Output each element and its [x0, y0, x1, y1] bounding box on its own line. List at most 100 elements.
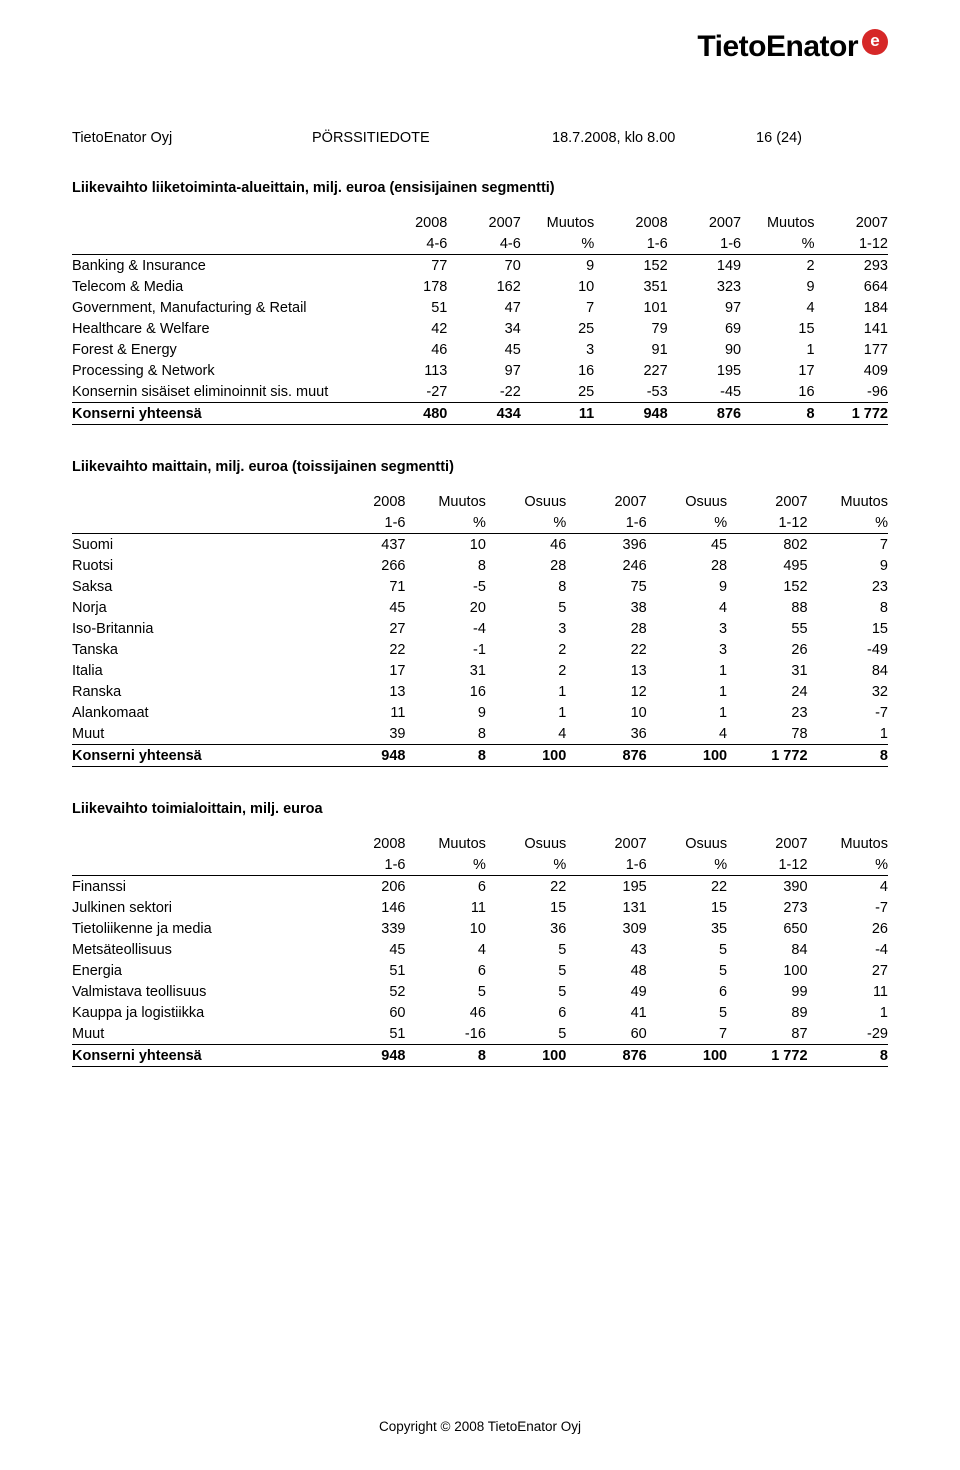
cell: 45: [325, 597, 405, 618]
table-row: Iso-Britannia27-432835515: [72, 618, 888, 639]
cell: Italia: [72, 660, 325, 681]
cell: %: [647, 512, 727, 534]
table1-title: Liikevaihto liiketoiminta-alueittain, mi…: [72, 180, 888, 196]
cell: 206: [325, 876, 405, 898]
table-row: Government, Manufacturing & Retail514771…: [72, 297, 888, 318]
cell: 7: [521, 297, 594, 318]
cell: 4: [405, 939, 485, 960]
cell: 246: [566, 555, 646, 576]
cell: Konsernin sisäiset eliminoinnit sis. muu…: [72, 381, 374, 403]
cell: 1: [808, 1002, 888, 1023]
cell: 195: [668, 360, 741, 381]
table-row: Ranska131611212432: [72, 681, 888, 702]
table-row: Julkinen sektori146111513115273-7: [72, 897, 888, 918]
cell: 10: [405, 918, 485, 939]
cell: Osuus: [486, 833, 566, 854]
cell: -49: [808, 639, 888, 660]
table3-total: Konserni yhteensä94881008761001 7728: [72, 1045, 888, 1067]
cell: Konserni yhteensä: [72, 745, 325, 767]
cell: 8: [808, 597, 888, 618]
cell: Tanska: [72, 639, 325, 660]
cell: 1-6: [325, 854, 405, 876]
table-row: Muut3984364781: [72, 723, 888, 745]
cell: [72, 833, 325, 854]
table3-title: Liikevaihto toimialoittain, milj. euroa: [72, 801, 888, 817]
cell: 2: [486, 660, 566, 681]
cell: 24: [727, 681, 807, 702]
cell: 51: [325, 960, 405, 981]
cell: 51: [374, 297, 447, 318]
cell: 52: [325, 981, 405, 1002]
table2-total: Konserni yhteensä94881008761001 7728: [72, 745, 888, 767]
table2-head-bot: 1-6%%1-6%1-12%: [72, 512, 888, 534]
cell: Healthcare & Welfare: [72, 318, 374, 339]
cell: 6: [486, 1002, 566, 1023]
cell: Julkinen sektori: [72, 897, 325, 918]
cell: 8: [808, 1045, 888, 1067]
cell: 15: [647, 897, 727, 918]
cell: -5: [405, 576, 485, 597]
cell: 16: [521, 360, 594, 381]
cell: 1-12: [815, 233, 888, 255]
cell: 7: [647, 1023, 727, 1045]
cell: 22: [647, 876, 727, 898]
cell: Muut: [72, 723, 325, 745]
cell: 6: [405, 876, 485, 898]
cell: 28: [647, 555, 727, 576]
cell: 16: [741, 381, 814, 403]
doc-header: TietoEnator Oyj PÖRSSITIEDOTE 18.7.2008,…: [72, 130, 888, 146]
cell: Forest & Energy: [72, 339, 374, 360]
cell: 4-6: [447, 233, 520, 255]
cell: [72, 491, 325, 512]
doc-date: 18.7.2008, klo 8.00: [552, 130, 732, 146]
cell: 1: [808, 723, 888, 745]
cell: 23: [727, 702, 807, 723]
cell: 2007: [566, 491, 646, 512]
cell: 5: [647, 1002, 727, 1023]
cell: 15: [808, 618, 888, 639]
cell: -1: [405, 639, 485, 660]
cell: 55: [727, 618, 807, 639]
cell: 28: [566, 618, 646, 639]
cell: 90: [668, 339, 741, 360]
cell: 100: [727, 960, 807, 981]
cell: 46: [486, 534, 566, 556]
cell: [72, 233, 374, 255]
cell: 10: [405, 534, 485, 556]
cell: 876: [566, 745, 646, 767]
cell: 91: [594, 339, 667, 360]
cell: 36: [486, 918, 566, 939]
cell: 4-6: [374, 233, 447, 255]
cell: 152: [727, 576, 807, 597]
brand-logo-mark: [862, 29, 888, 55]
cell: 28: [486, 555, 566, 576]
cell: 131: [566, 897, 646, 918]
table-row: Metsäteollisuus454543584-4: [72, 939, 888, 960]
cell: 2007: [668, 212, 741, 233]
cell: 273: [727, 897, 807, 918]
cell: Muutos: [521, 212, 594, 233]
cell: 396: [566, 534, 646, 556]
cell: 3: [521, 339, 594, 360]
table-row: Kauppa ja logistiikka60466415891: [72, 1002, 888, 1023]
cell: Suomi: [72, 534, 325, 556]
cell: 87: [727, 1023, 807, 1045]
cell: 5: [647, 939, 727, 960]
cell: 2007: [727, 491, 807, 512]
table-row: Telecom & Media178162103513239664: [72, 276, 888, 297]
cell: 177: [815, 339, 888, 360]
cell: Banking & Insurance: [72, 255, 374, 277]
cell: 339: [325, 918, 405, 939]
table3-head-bot: 1-6%%1-6%1-12%: [72, 854, 888, 876]
cell: 31: [405, 660, 485, 681]
cell: 9: [741, 276, 814, 297]
page-number: 16 (24): [732, 130, 802, 146]
table-row: Ruotsi266828246284959: [72, 555, 888, 576]
table1-head-top: 20082007Muutos20082007Muutos2007: [72, 212, 888, 233]
cell: 69: [668, 318, 741, 339]
cell: 390: [727, 876, 807, 898]
cell: 97: [447, 360, 520, 381]
cell: 10: [566, 702, 646, 723]
cell: 2007: [566, 833, 646, 854]
cell: 434: [447, 403, 520, 425]
